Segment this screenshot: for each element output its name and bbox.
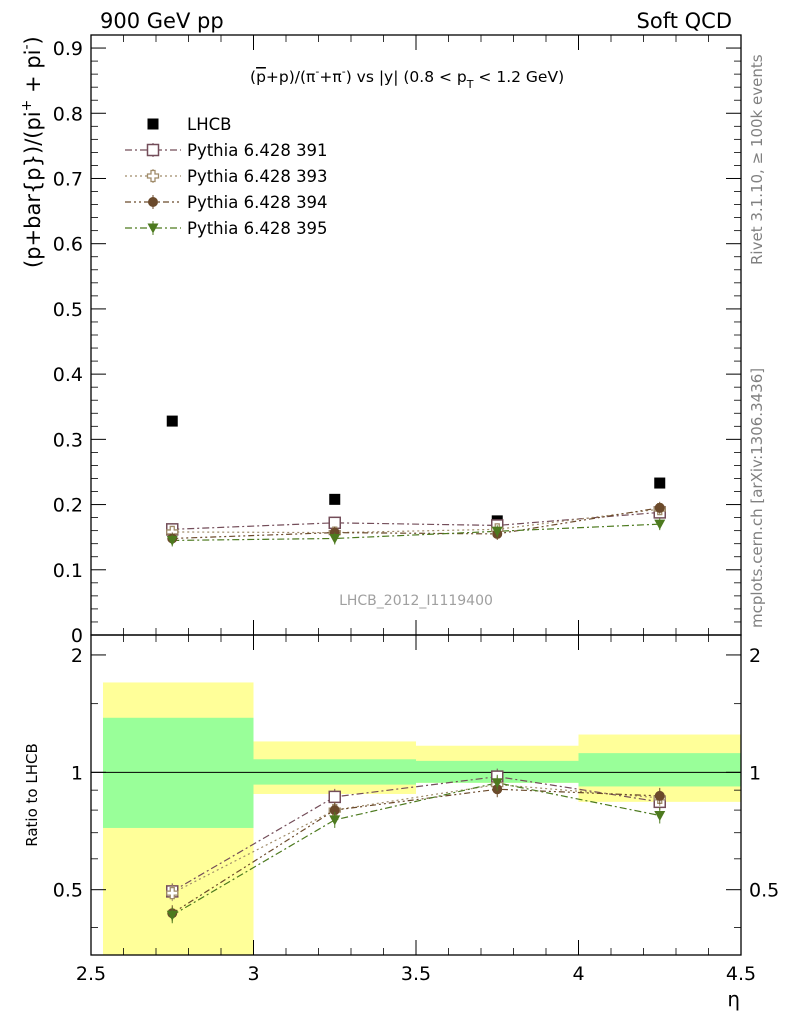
- legend-marker: [146, 143, 160, 157]
- main-data-point: [654, 477, 666, 489]
- legend-entry: Pythia 6.428 393: [125, 167, 328, 186]
- legend-label: Pythia 6.428 393: [187, 167, 328, 186]
- y-tick-label: 0.3: [53, 429, 83, 451]
- ratio-series-line: [171, 782, 660, 916]
- stat-uncertainty-band: [578, 753, 741, 787]
- main-data-point: [654, 519, 666, 530]
- ratio-data-point: [491, 778, 503, 789]
- main-series-line: [172, 523, 660, 542]
- ratio-y-tick-label-left: 2: [71, 645, 83, 667]
- main-data-point: [329, 533, 341, 544]
- ratio-data-point: [166, 910, 178, 921]
- legend-label: LHCB: [187, 115, 231, 134]
- main-chart-title: (p+p)/(π-+π-) vs |y| (0.8 < pT < 1.2 GeV…: [250, 65, 564, 91]
- ratio-data-point: [328, 790, 341, 804]
- x-tick-label: 4: [572, 963, 584, 985]
- legend-entry: Pythia 6.428 391: [125, 141, 328, 160]
- legend: LHCB Pythia 6.428 391 Pythia 6.428 393 Pyth…: [125, 115, 328, 238]
- x-tick-label: 3: [247, 963, 259, 985]
- legend-label: Pythia 6.428 391: [187, 141, 328, 160]
- y-tick-label: 0.8: [53, 103, 83, 125]
- y-tick-label: 0.9: [53, 38, 83, 60]
- ratio-data-point: [166, 886, 179, 900]
- x-tick-label: 4.5: [726, 963, 756, 985]
- main-data-point: [166, 535, 178, 546]
- legend-marker: [146, 169, 160, 183]
- ratio-y-axis-label: Ratio to LHCB: [23, 743, 41, 847]
- legend-entry: Pythia 6.428 394: [125, 193, 328, 212]
- main-series: [166, 415, 666, 547]
- main-data-point: [491, 526, 503, 537]
- legend-marker: [148, 197, 158, 207]
- x-tick-label: 2.5: [76, 963, 106, 985]
- ratio-series-line: [171, 776, 660, 892]
- header-right: Soft QCD: [637, 9, 732, 33]
- ratio-y-tick-label-right: 0.5: [749, 880, 779, 902]
- main-series-line: [172, 507, 660, 540]
- ratio-data-point: [654, 810, 666, 821]
- main-y-axis-label: (p+bar{p})/(pi+ + pi-): [19, 36, 45, 268]
- main-series-line: [172, 508, 660, 534]
- legend-entry: LHCB: [147, 115, 231, 134]
- ratio-series-line: [171, 784, 660, 894]
- ratio-y-tick-label-right: 2: [749, 645, 761, 667]
- main-data-point: [329, 493, 341, 505]
- main-data-point: [654, 502, 665, 513]
- x-axis-label: η: [727, 987, 740, 1011]
- x-tick-label: 3.5: [401, 963, 431, 985]
- ratio-series: [166, 768, 666, 924]
- legend-marker: [147, 118, 159, 130]
- main-series-line: [172, 511, 660, 530]
- axes: 0 0.1 0.2 0.3 0.4 0.5 0.6 0.7 0.8 0.9 2.5 3 3.5 4 4.5 0…: [53, 34, 779, 985]
- y-tick-label: 0.1: [53, 560, 83, 582]
- ratio-y-tick-label-left: 0.5: [53, 880, 83, 902]
- y-tick-label: 0: [71, 625, 83, 647]
- y-tick-label: 0.5: [53, 299, 83, 321]
- y-tick-label: 0.6: [53, 234, 83, 256]
- y-tick-label: 0.4: [53, 364, 83, 386]
- ratio-data-point: [329, 815, 341, 826]
- legend-label: Pythia 6.428 394: [187, 193, 328, 212]
- legend-marker: [147, 223, 159, 234]
- ratio-bands: [91, 682, 741, 955]
- ratio-series-line: [171, 788, 660, 914]
- ratio-data-point: [329, 805, 340, 816]
- ratio-y-tick-label-left: 1: [71, 762, 83, 784]
- ratio-y-tick-label-right: 1: [749, 762, 761, 784]
- mcplots-label: mcplots.cern.ch [arXiv:1306.3436]: [748, 368, 766, 628]
- rivet-version-label: Rivet 3.1.10, ≥ 100k events: [748, 54, 766, 265]
- y-tick-label: 0.2: [53, 495, 83, 517]
- ratio-data-point: [654, 790, 665, 801]
- y-tick-label: 0.7: [53, 168, 83, 190]
- analysis-watermark: LHCB_2012_I1119400: [339, 593, 493, 609]
- main-data-point: [166, 415, 178, 427]
- legend-label: Pythia 6.428 395: [187, 219, 328, 238]
- legend-entry: Pythia 6.428 395: [125, 219, 328, 238]
- header-left: 900 GeV pp: [100, 9, 224, 33]
- stat-uncertainty-band: [103, 717, 254, 828]
